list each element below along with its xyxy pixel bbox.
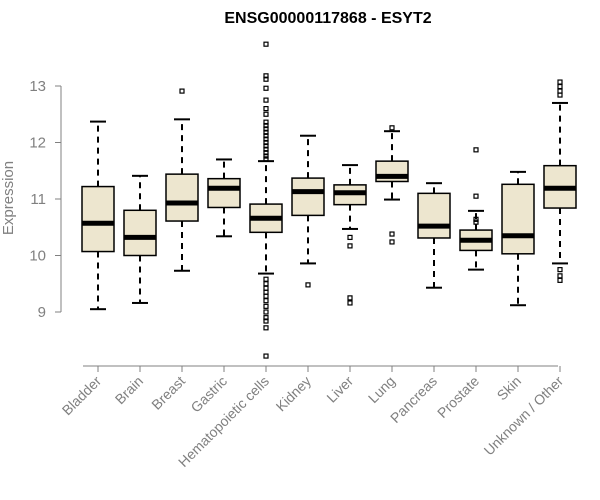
outlier-hematopoietic-cells-5 xyxy=(263,105,269,112)
iqr-box-gastric xyxy=(207,177,241,209)
outlier-prostate-3 xyxy=(473,219,479,225)
outlier-hematopoietic-cells-25 xyxy=(263,303,269,309)
outlier-hematopoietic-cells-8 xyxy=(263,122,269,129)
outlier-hematopoietic-cells-10 xyxy=(263,129,269,135)
box-skin xyxy=(501,170,535,307)
iqr-box-bladder xyxy=(81,185,115,253)
outlier-hematopoietic-cells-29 xyxy=(263,325,269,331)
outlier-unknown-other-1 xyxy=(557,83,563,90)
y-axis-label: Expression xyxy=(0,161,17,235)
outlier-hematopoietic-cells-0 xyxy=(263,41,269,47)
outlier-hematopoietic-cells-30 xyxy=(263,353,269,359)
y-tick-label-13: 13 xyxy=(29,78,46,95)
y-axis-ticks: 9 10 11 12 13 xyxy=(29,78,61,321)
outlier-lung-2 xyxy=(389,239,395,245)
outlier-lung-0 xyxy=(389,125,395,131)
iqr-box-kidney xyxy=(291,177,325,217)
outlier-liver-0 xyxy=(347,234,353,241)
outlier-hematopoietic-cells-12 xyxy=(263,136,269,142)
iqr-box-skin xyxy=(501,183,535,255)
box-breast xyxy=(165,88,199,272)
box-lung xyxy=(375,125,409,245)
outlier-hematopoietic-cells-19 xyxy=(263,276,269,282)
outlier-hematopoietic-cells-18 xyxy=(263,156,269,162)
outlier-prostate-0 xyxy=(473,147,479,153)
outlier-hematopoietic-cells-3 xyxy=(263,85,269,91)
box-kidney xyxy=(291,134,325,288)
outlier-unknown-other-0 xyxy=(557,79,563,85)
box-series xyxy=(81,41,577,359)
outlier-liver-2 xyxy=(347,295,353,301)
chart-title: ENSG00000117868 - ESYT2 xyxy=(224,10,431,27)
y-tick-label-9: 9 xyxy=(38,304,46,321)
outlier-hematopoietic-cells-15 xyxy=(263,146,269,152)
x-tick-label-skin: Skin xyxy=(494,373,525,404)
y-tick-label-10: 10 xyxy=(29,248,46,265)
box-liver xyxy=(333,164,367,306)
outlier-unknown-other-5 xyxy=(557,273,563,279)
iqr-box-pancreas xyxy=(417,192,451,239)
outlier-liver-3 xyxy=(347,300,353,306)
box-hematopoietic-cells xyxy=(249,41,283,359)
outlier-liver-1 xyxy=(347,243,353,249)
outlier-hematopoietic-cells-11 xyxy=(263,133,269,139)
outlier-hematopoietic-cells-20 xyxy=(263,281,269,287)
outlier-hematopoietic-cells-16 xyxy=(263,150,269,156)
outlier-hematopoietic-cells-4 xyxy=(263,97,269,103)
box-unknown-other xyxy=(543,79,577,283)
outlier-prostate-2 xyxy=(473,216,479,222)
outlier-hematopoietic-cells-27 xyxy=(263,315,269,321)
outlier-lung-1 xyxy=(389,231,395,237)
outlier-unknown-other-6 xyxy=(557,277,563,283)
box-bladder xyxy=(81,120,115,311)
x-tick-label-breast: Breast xyxy=(148,373,188,413)
y-tick-label-11: 11 xyxy=(30,191,46,208)
outlier-hematopoietic-cells-1 xyxy=(263,73,269,79)
x-tick-label-liver: Liver xyxy=(323,373,356,406)
outlier-hematopoietic-cells-24 xyxy=(263,298,269,304)
outlier-hematopoietic-cells-7 xyxy=(263,119,269,125)
x-tick-label-pancreas: Pancreas xyxy=(387,373,440,426)
outlier-hematopoietic-cells-14 xyxy=(263,143,269,149)
outlier-hematopoietic-cells-17 xyxy=(263,153,269,159)
outlier-hematopoietic-cells-9 xyxy=(263,126,269,132)
x-tick-label-prostate: Prostate xyxy=(434,373,482,421)
x-tick-label-brain: Brain xyxy=(112,373,146,407)
x-tick-label-bladder: Bladder xyxy=(59,373,105,419)
iqr-box-brain xyxy=(123,209,157,257)
outlier-hematopoietic-cells-28 xyxy=(263,318,269,324)
outlier-hematopoietic-cells-26 xyxy=(263,309,269,315)
outlier-hematopoietic-cells-6 xyxy=(263,111,269,117)
outlier-prostate-1 xyxy=(473,193,479,199)
box-pancreas xyxy=(417,182,451,289)
box-brain xyxy=(123,174,157,304)
outlier-breast-0 xyxy=(179,88,185,94)
y-tick-label-12: 12 xyxy=(29,135,46,152)
x-tick-label-lung: Lung xyxy=(365,373,398,406)
outlier-unknown-other-3 xyxy=(557,92,563,98)
x-tick-label-kidney: Kidney xyxy=(273,373,315,415)
outlier-hematopoietic-cells-2 xyxy=(263,76,269,82)
iqr-box-breast xyxy=(165,173,199,222)
outlier-unknown-other-4 xyxy=(557,267,563,273)
outlier-kidney-0 xyxy=(305,282,311,288)
box-prostate xyxy=(459,147,493,271)
x-tick-label-unknown-other: Unknown / Other xyxy=(481,373,567,459)
box-gastric xyxy=(207,158,241,238)
outlier-hematopoietic-cells-13 xyxy=(263,139,269,146)
